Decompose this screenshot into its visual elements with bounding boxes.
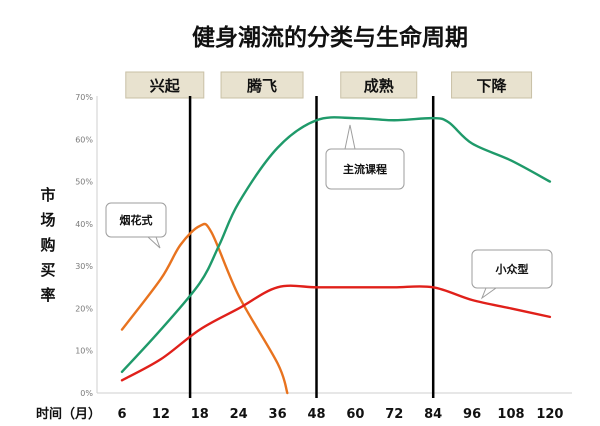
y-tick-label: 0% — [80, 389, 93, 398]
x-tick-label: 72 — [385, 407, 403, 422]
chart-title: 健身潮流的分类与生命周期 — [192, 24, 468, 51]
annotation-bubble: 烟花式 — [105, 202, 167, 249]
bubble-box — [105, 202, 167, 238]
phase-text: 成熟 — [364, 77, 394, 95]
bubble-tail — [146, 236, 161, 249]
series-line — [120, 116, 552, 374]
y-tick-label: 40% — [75, 220, 93, 229]
bubble-tail — [480, 287, 498, 300]
phase-label: 腾飞 — [220, 71, 304, 99]
annotation-bubble: 小众型 — [471, 249, 553, 300]
bubble-label: 主流课程 — [343, 162, 387, 176]
series-line — [120, 222, 289, 395]
bubble-box — [325, 148, 405, 190]
x-tick-label: 48 — [307, 407, 325, 422]
x-tick-label: 96 — [463, 407, 481, 422]
x-axis-label: 时间（月） — [36, 406, 101, 422]
bubble-box — [471, 249, 553, 289]
x-tick-label: 6 — [117, 407, 126, 422]
x-tick-label: 120 — [536, 407, 563, 422]
x-tick-label: 12 — [152, 407, 170, 422]
series-line — [120, 284, 552, 382]
bubble-label: 烟花式 — [120, 213, 153, 227]
bubble-tail — [344, 124, 356, 150]
bubble-label: 小众型 — [495, 262, 529, 276]
y-tick-label: 30% — [75, 262, 93, 271]
phase-box — [451, 71, 533, 99]
x-tick-label: 84 — [424, 407, 442, 422]
x-tick-label: 36 — [269, 407, 287, 422]
phase-label: 兴起 — [125, 71, 205, 99]
phase-label: 下降 — [451, 71, 533, 99]
tick-labels: 0% 10% 20% 30% 40% 50% 60% 70% 6 12 18 24 36 48 60 72 84… — [75, 93, 563, 422]
phase-box — [340, 71, 418, 99]
x-tick-label: 60 — [346, 407, 364, 422]
phase-text: 兴起 — [150, 77, 181, 95]
y-tick-label: 50% — [75, 178, 93, 187]
phase-labels: 兴起 腾飞 成熟 下降 — [125, 71, 533, 99]
phase-text: 腾飞 — [246, 77, 277, 95]
y-tick-label: 60% — [75, 135, 93, 144]
phase-label: 成熟 — [340, 71, 418, 99]
x-tick-label: 24 — [230, 407, 248, 422]
axes — [96, 96, 572, 394]
y-axis-label: 市场购买率 — [40, 186, 55, 304]
phase-text: 下降 — [477, 77, 508, 95]
series-lines — [120, 116, 552, 395]
x-tick-label: 18 — [191, 407, 209, 422]
phase-box — [220, 71, 304, 99]
phase-dividers — [188, 96, 435, 398]
phase-box — [125, 71, 205, 99]
y-tick-label: 20% — [75, 304, 93, 313]
y-tick-label: 10% — [75, 347, 93, 356]
x-tick-label: 108 — [497, 407, 524, 422]
y-tick-label: 70% — [75, 93, 93, 102]
annotation-bubble: 主流课程 — [325, 124, 405, 190]
